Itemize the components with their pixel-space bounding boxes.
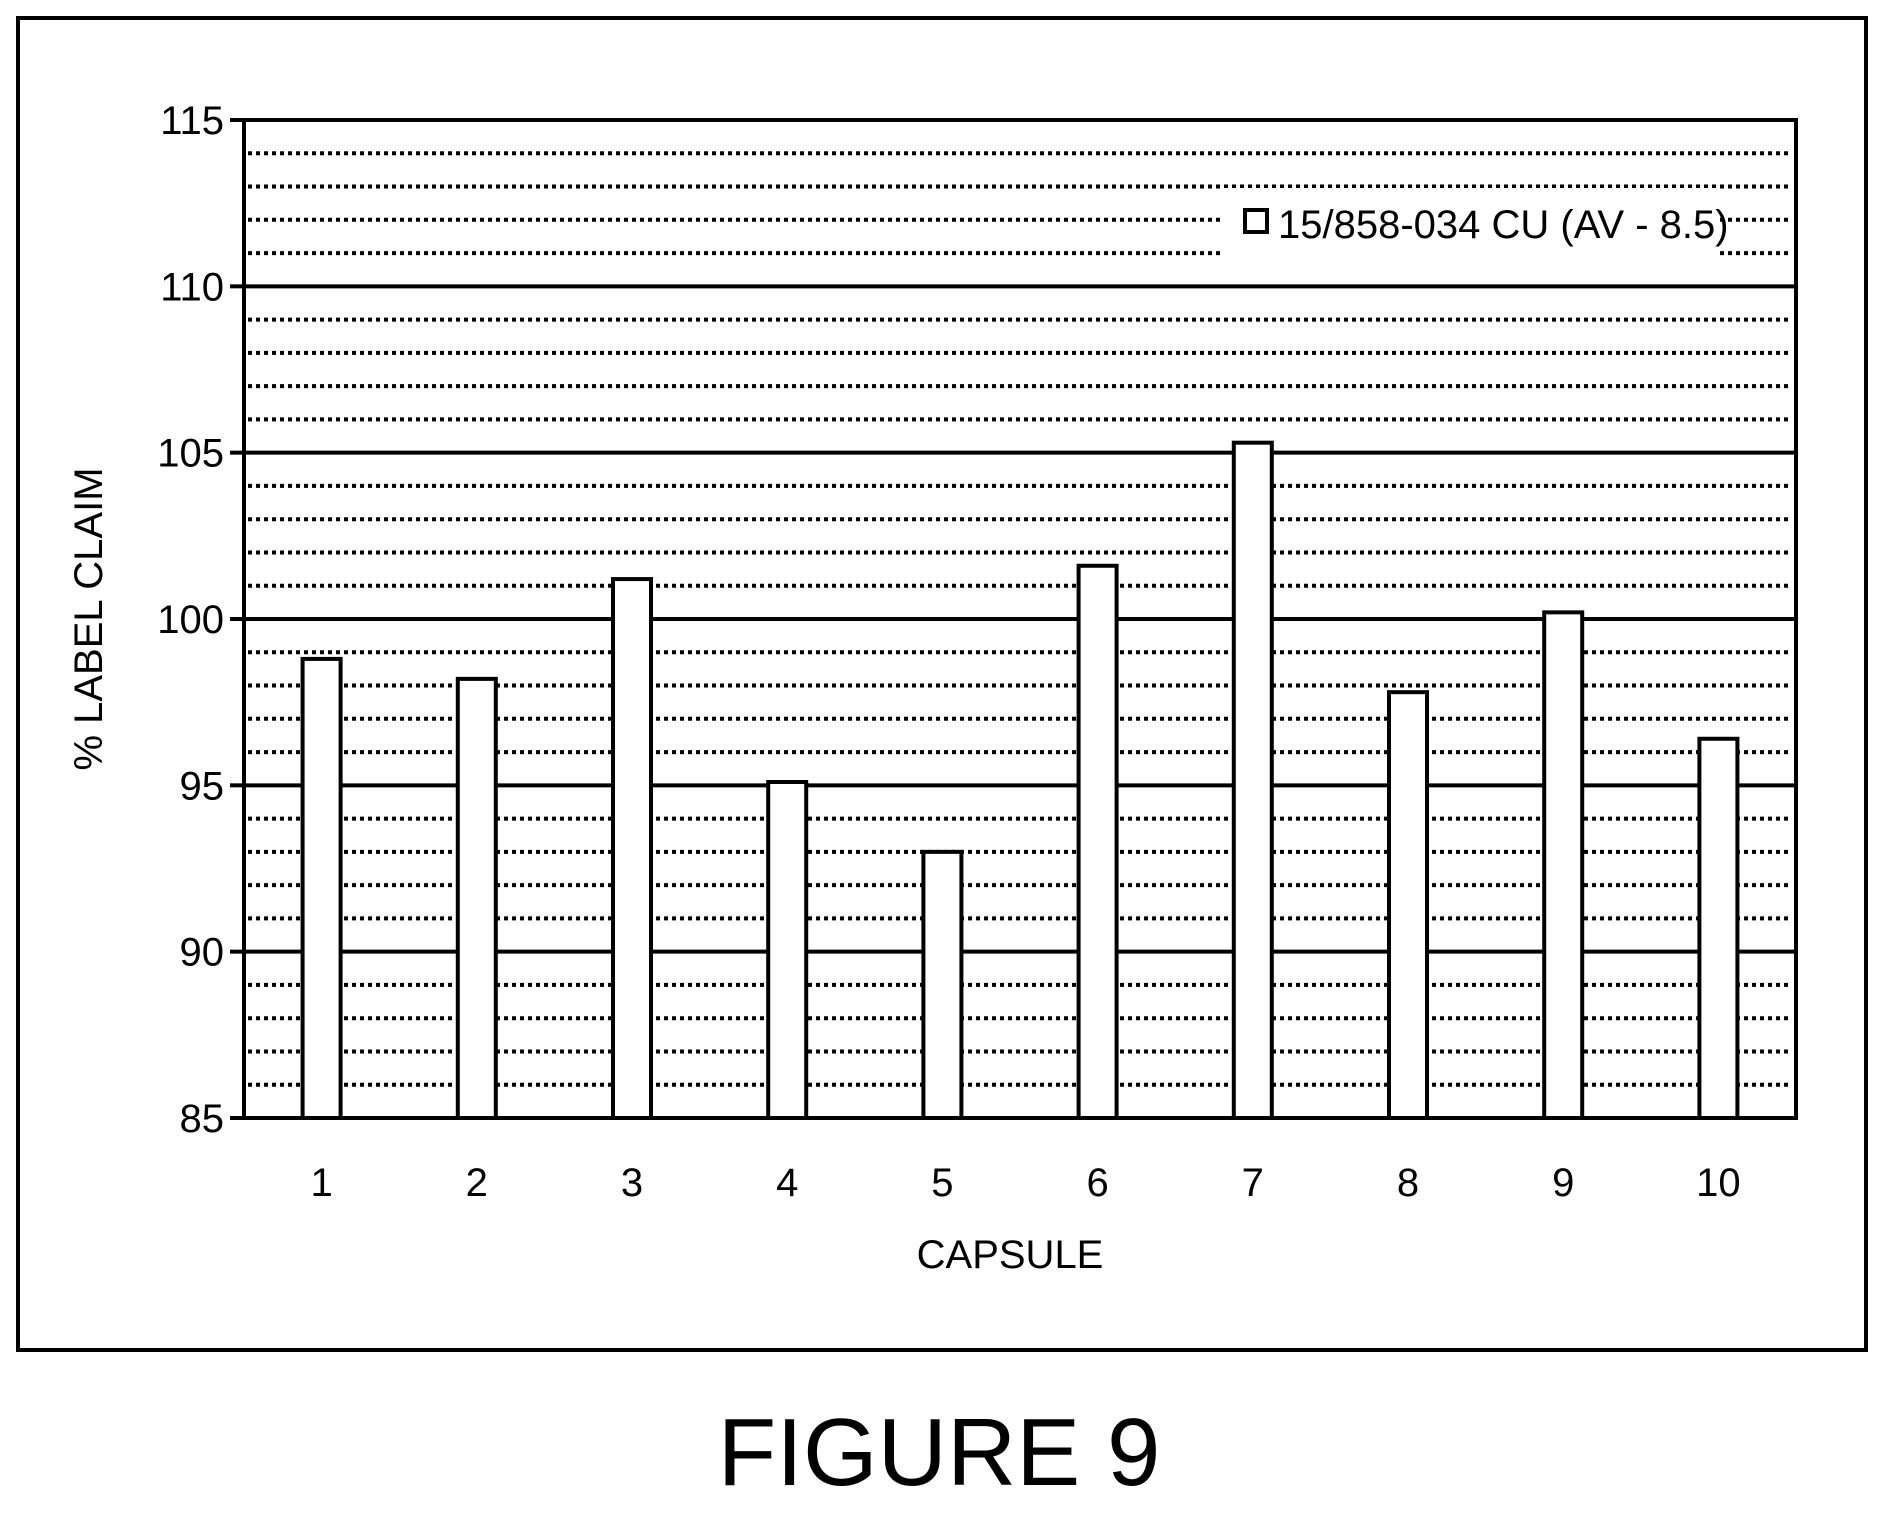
x-tick-label: 4	[776, 1161, 798, 1205]
x-tick-label: 3	[621, 1161, 643, 1205]
bar-capsule-3	[613, 579, 651, 1118]
bar-capsule-4	[768, 782, 806, 1118]
x-tick-label: 1	[310, 1161, 332, 1205]
bar-capsule-1	[303, 659, 341, 1118]
y-tick-label: 115	[160, 99, 224, 143]
y-tick-label: 95	[180, 764, 225, 808]
bar-capsule-9	[1544, 612, 1582, 1118]
legend: 15/858-034 CU (AV - 8.5)	[1222, 188, 1729, 260]
bar-capsule-2	[458, 679, 496, 1118]
bar-capsule-6	[1079, 566, 1117, 1118]
x-tick-label: 6	[1086, 1161, 1108, 1205]
y-tick-label: 100	[157, 598, 224, 642]
x-tick-label: 10	[1696, 1161, 1741, 1205]
figure-caption: FIGURE 9	[0, 1405, 1878, 1501]
x-tick-label: 9	[1552, 1161, 1574, 1205]
legend-label: 15/858-034 CU (AV - 8.5)	[1278, 203, 1729, 247]
bar-capsule-7	[1234, 443, 1272, 1118]
y-tick-label: 105	[157, 432, 224, 476]
x-tick-label: 5	[931, 1161, 953, 1205]
y-tick-label: 90	[180, 931, 225, 975]
x-tick-label: 7	[1242, 1161, 1264, 1205]
bar-capsule-5	[923, 852, 961, 1118]
y-axis-title: % LABEL CLAIM	[67, 467, 111, 770]
x-tick-label: 2	[466, 1161, 488, 1205]
bar-capsule-10	[1699, 739, 1737, 1118]
x-tick-label: 8	[1397, 1161, 1419, 1205]
y-tick-label: 110	[160, 265, 224, 309]
bar-capsule-8	[1389, 692, 1427, 1118]
y-tick-label: 85	[180, 1097, 225, 1141]
x-axis-title: CAPSULE	[917, 1233, 1104, 1277]
legend-swatch	[1245, 210, 1267, 232]
